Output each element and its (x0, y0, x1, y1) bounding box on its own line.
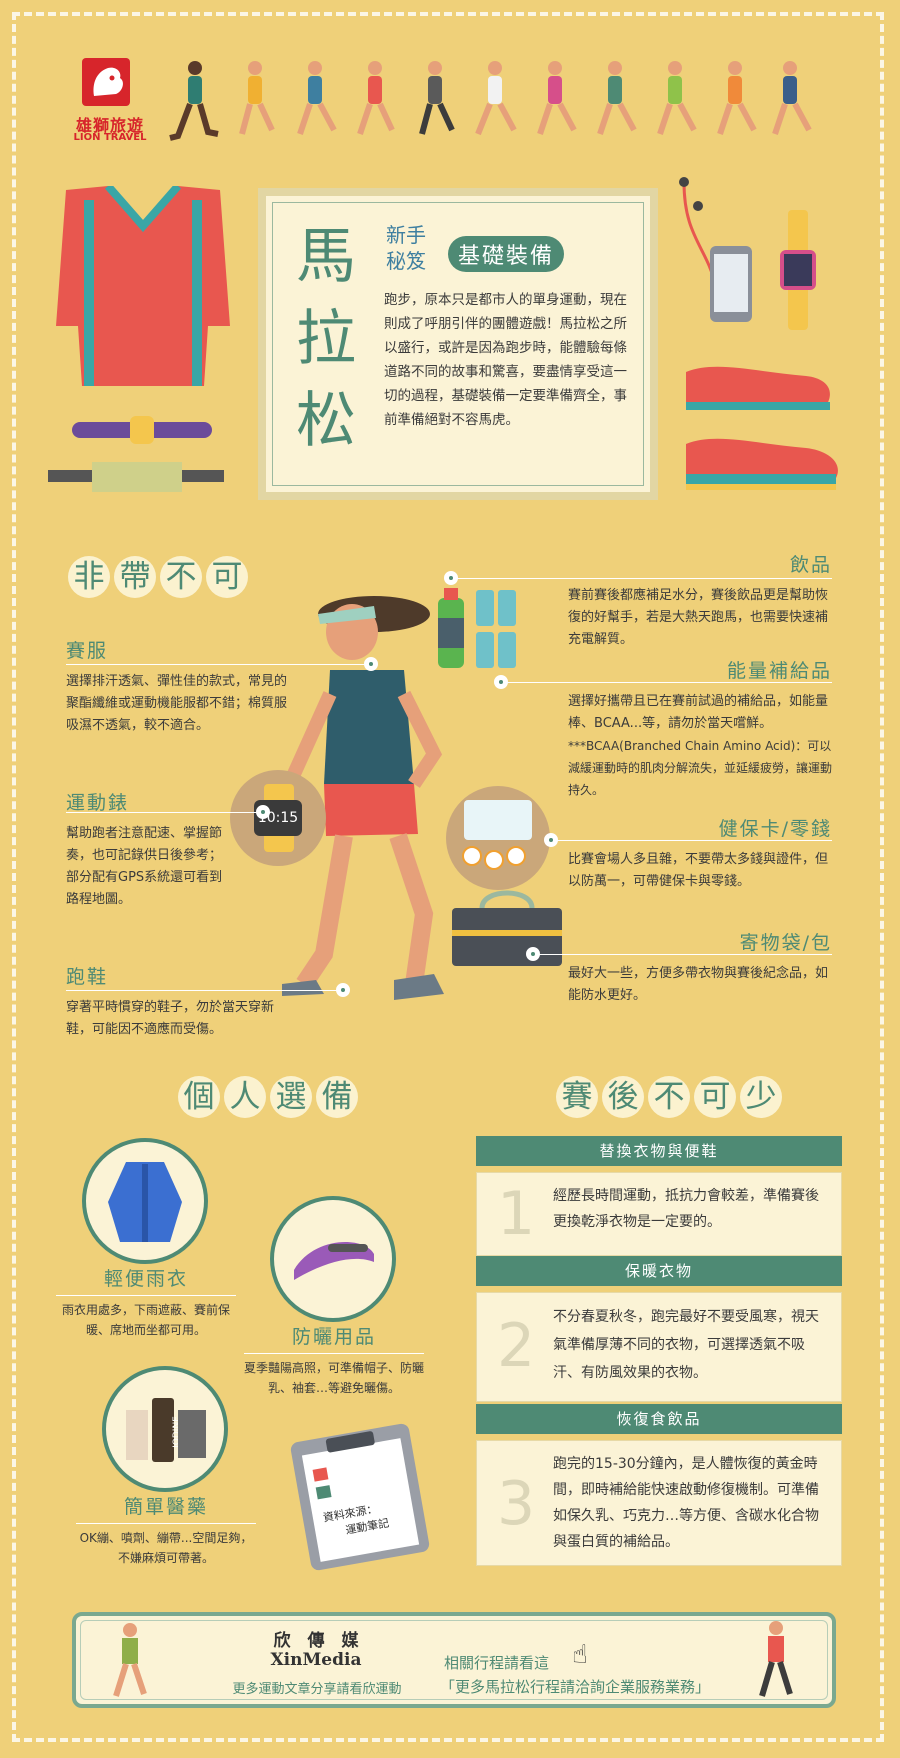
running-shoe-icon (686, 366, 830, 410)
lion-logo-icon (82, 58, 130, 106)
personal-item-raincoat: 輕便雨衣 雨衣用處多，下雨遮蔽、賽前保暖、席地而坐都可用。 (56, 1264, 236, 1340)
runner-icon (239, 61, 275, 135)
section-heading-personal: 個人選備 (178, 1076, 362, 1118)
visor-circle (270, 1196, 396, 1322)
must-item-energy-supplements: 能量補給品 選擇好攜帶且已在賽前試過的補給品，如能量棒、BCAA...等，請勿於… (568, 660, 833, 797)
hero-title-char: 拉 (296, 304, 356, 374)
raincoat-icon (108, 1162, 182, 1242)
after-item-warm-clothes: 保暖衣物 2 不分春夏秋冬，跑完最好不要受風寒，視天氣準備厚薄不同的衣物，可選擇… (476, 1256, 842, 1402)
hero-title-char: 松 (296, 386, 356, 456)
raincoat-circle (82, 1138, 208, 1264)
runner-icon (759, 1621, 793, 1697)
runner-icon (657, 61, 697, 135)
sports-bottle-icon (438, 588, 464, 668)
must-item-health-card-cash: 健保卡/零錢 比賽會場人多且雜，不要帶太多錢與證件，但以防萬一，可帶健保卡與零錢… (568, 818, 832, 889)
trip-link-line1[interactable]: 相關行程請看這 (444, 1654, 550, 1672)
media-name-zh: 欣 傳 媒 (273, 1631, 359, 1651)
first-aid-icon: IODINE (126, 1398, 206, 1462)
runner-icon (475, 61, 517, 136)
personal-item-first-aid: 簡單醫藥 OK繃、噴劑、繃帶...空間足夠，不嫌麻煩可帶著。 (76, 1492, 256, 1568)
footer-banner: 欣 傳 媒 XinMedia 更多運動文章分享請看欣運動 相關行程請看這 ☝ 「… (72, 1612, 836, 1708)
must-item-race-shirt: 賽服 選擇排汗透氣、彈性佳的款式，常見的聚酯纖維或運動機能服都不錯；棉質服吸濕不… (66, 640, 288, 733)
gear-right-illustration (679, 177, 838, 490)
running-shoe-icon (686, 438, 838, 490)
section-heading-after: 賽後不可少 (556, 1076, 786, 1118)
brand-name-zh: 雄獅旅遊 (75, 116, 144, 135)
watch-callout-circle: 10:15 (230, 770, 326, 866)
must-item-storage-bag: 寄物袋/包 最好大一些，方便多帶衣物與賽後紀念品，如能防水更好。 (568, 932, 832, 1003)
runner-icon (537, 61, 577, 135)
hero-subtitle-tag: 基礎裝備 (448, 236, 565, 272)
runner-woman-illustration (282, 596, 444, 1000)
runner-icon (357, 61, 395, 135)
hero-subtitle-small: 新手 秘笈 (386, 223, 426, 273)
runners-illustration (169, 61, 812, 141)
hero-intro: 跑步，原本只是都市人的單身運動，現在則成了呼朋引伴的團體遊戲！馬拉松之所以盛行，… (384, 292, 627, 428)
hand-cursor-icon: ☝ (572, 1640, 588, 1670)
gear-left-illustration (48, 186, 230, 492)
belt-icon (72, 416, 212, 444)
runner-icon (772, 61, 812, 135)
must-item-sports-watch: 運動錶 幫助跑者注意配速、掌握節奏，也可記錄供日後參考；部分配有GPS系統還可看… (66, 792, 223, 907)
trip-link-line2[interactable]: 「更多馬拉松行程請洽詢企業服務業務」 (440, 1678, 711, 1696)
card-coins-callout-circle (446, 786, 550, 890)
media-name-en: XinMedia (270, 1650, 362, 1670)
runner-icon (419, 61, 455, 135)
brand-name-en: LION TRAVEL (73, 132, 147, 143)
dashed-border (12, 12, 884, 1742)
duffel-bag-illustration (452, 890, 562, 966)
personal-item-sun-protection: 防曬用品 夏季豔陽高照，可準備帽子、防曬乳、袖套…等避免曬傷。 (244, 1326, 425, 1395)
must-item-drinks: 飲品 賽前賽後都應補足水分，賽後飲品更是幫助恢復的好幫手，若是大熱天跑馬，也需要… (568, 554, 832, 647)
iodine-label: IODINE (172, 1416, 182, 1448)
hero-panel: 馬 拉 松 新手 秘笈 基礎裝備 跑步，原本只是都市人的單身運動，現在則成了呼朋… (258, 188, 658, 500)
after-item-recovery-food: 恢復食飲品 3 跑完的15-30分鐘內，是人體恢復的黃金時間，即時補給能快速啟動… (476, 1404, 842, 1566)
sun-visor-icon (294, 1242, 374, 1280)
watch-icon (780, 210, 816, 330)
source-clipboard: 資料來源： 運動筆記 (289, 1422, 431, 1572)
medicine-circle: IODINE (102, 1366, 228, 1492)
runner-icon (297, 61, 337, 135)
after-item-change-clothes: 替換衣物與便鞋 1 經歷長時間運動，抵抗力會較差，準備賽後更換乾淨衣物是一定要的… (476, 1136, 842, 1256)
phone-icon (710, 246, 752, 322)
media-note-link[interactable]: 更多運動文章分享請看欣運動 (232, 1682, 402, 1697)
runner-icon (169, 61, 219, 141)
drink-can-icon (476, 590, 516, 668)
waist-pack-icon (48, 462, 224, 492)
runner-icon (597, 61, 637, 135)
hero-title: 馬 拉 松 (296, 216, 366, 462)
section-heading-must: 非帶不可 (68, 556, 252, 598)
runner-icon (717, 61, 757, 135)
tshirt-icon (56, 186, 230, 386)
runner-icon (113, 1623, 147, 1697)
must-item-running-shoes: 跑鞋 穿著平時慣穿的鞋子，勿於當天穿新鞋，可能因不適應而受傷。 (66, 966, 275, 1037)
brand-logo: 雄獅旅遊 LION TRAVEL (66, 58, 154, 148)
drinks-illustration (438, 588, 516, 668)
hero-title-char: 馬 (296, 222, 356, 292)
